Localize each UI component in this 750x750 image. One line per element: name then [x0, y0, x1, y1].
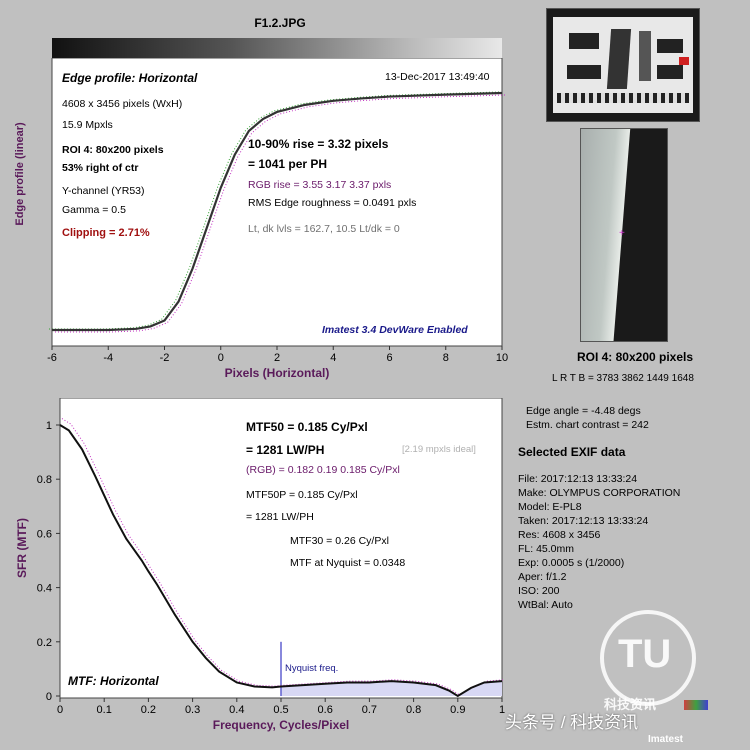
mtf-nyquist-fill — [281, 681, 502, 696]
mtf-nyquist-value: MTF at Nyquist = 0.0348 — [290, 557, 406, 569]
edge-rise-2: = 1041 per PH — [248, 157, 328, 171]
mtf-ticks: 0 0.1 0.2 0.3 0.4 0.5 0.6 0.7 0.8 0.9 1 0 0.2 0.4 0.6 0… — [37, 420, 505, 716]
edge-angle: Edge angle = -4.48 degs — [526, 405, 641, 417]
mtf-xtick-label: 0.4 — [229, 704, 244, 716]
mtf30: MTF30 = 0.26 Cy/Pxl — [290, 535, 389, 547]
edge-xtick-label: 10 — [496, 352, 508, 364]
mtf-ytick-label: 0.8 — [37, 474, 52, 486]
edge-info-1: 4608 x 3456 pixels (WxH) — [62, 98, 183, 110]
mtf50-1: MTF50 = 0.185 Cy/Pxl — [246, 420, 368, 434]
file-title: F1.2.JPG — [254, 16, 306, 30]
roi-crosshair-icon: + — [619, 228, 625, 239]
edge-profile-chart: -6 -4 -2 0 2 4 6 8 10 — [47, 58, 508, 364]
edge-xtick-label: 2 — [274, 352, 280, 364]
edge-roi: ROI 4: 80x200 pixels — [62, 144, 164, 156]
mtf-xtick-label: 0 — [57, 704, 63, 716]
mtf-ytick-label: 1 — [46, 420, 52, 432]
edge-channel: Y-channel (YR53) — [62, 185, 145, 197]
mtf-xtick-label: 0.3 — [185, 704, 200, 716]
mtf-ytick-label: 0.2 — [37, 637, 52, 649]
mtf-chart: 0 0.1 0.2 0.3 0.4 0.5 0.6 0.7 0.8 0.9 1 0 0.2 0.4 0.6 0… — [37, 398, 505, 716]
exif-item-file: File: 2017:12:13 13:33:24 — [518, 473, 638, 485]
mtf-ytick-label: 0.6 — [37, 528, 52, 540]
logo-text: 科技资讯 — [604, 697, 657, 712]
exif-item-exp: Exp: 0.0005 s (1/2000) — [518, 557, 625, 569]
logo-color-bar — [684, 700, 708, 710]
exif-title: Selected EXIF data — [518, 445, 626, 459]
logo-sub: Imatest — [648, 734, 684, 745]
edge-rgb-rise: RGB rise = 3.55 3.17 3.37 pxls — [248, 179, 392, 191]
mtf-xtick-label: 0.8 — [406, 704, 421, 716]
gradient-strip — [52, 38, 502, 58]
mtf-xtick-label: 0.5 — [273, 704, 288, 716]
mtf-ylabel: SFR (MTF) — [15, 518, 29, 578]
edge-xtick-label: 0 — [218, 352, 224, 364]
roi-crop-image: + — [580, 128, 668, 342]
exif-item-wtbal: WtBal: Auto — [518, 599, 573, 611]
edge-levels: Lt, dk lvls = 162.7, 10.5 Lt/dk = 0 — [248, 223, 400, 235]
mtf-xlabel: Frequency, Cycles/Pixel — [212, 718, 350, 732]
mtf-xtick-label: 0.6 — [318, 704, 333, 716]
edge-panel-title: Edge profile: Horizontal — [62, 71, 198, 85]
mtf-line — [59, 424, 503, 698]
edge-xtick-label: 4 — [330, 352, 336, 364]
mtf50p-2: = 1281 LW/PH — [246, 511, 314, 523]
mtf-panel-title: MTF: Horizontal — [68, 674, 159, 688]
exif-item-taken: Taken: 2017:12:13 13:33:24 — [518, 515, 649, 527]
edge-watermark: Imatest 3.4 DevWare Enabled — [322, 324, 468, 336]
exif-list: File: 2017:12:13 13:33:24 Make: OLYMPUS … — [518, 472, 680, 612]
mtf-xtick-label: 0.2 — [141, 704, 156, 716]
test-chart-thumbnail — [546, 8, 700, 122]
mtf-ideal: [2.19 mpxls ideal] — [402, 444, 476, 455]
mtf-ytick-label: 0 — [46, 691, 52, 703]
mtf-xtick-label: 1 — [499, 704, 505, 716]
mtf50p-1: MTF50P = 0.185 Cy/Pxl — [246, 489, 358, 501]
mtf50-2: = 1281 LW/PH — [246, 443, 325, 457]
edge-xlabel: Pixels (Horizontal) — [224, 366, 330, 380]
nyquist-label: Nyquist freq. — [285, 663, 339, 674]
edge-rise-1: 10-90% rise = 3.32 pixels — [248, 137, 389, 151]
exif-item-fl: FL: 45.0mm — [518, 543, 575, 555]
logo-circle-icon: TU — [600, 610, 696, 706]
chart-contrast: Estm. chart contrast = 242 — [526, 419, 649, 431]
edge-info-2: 15.9 Mpxls — [62, 119, 113, 131]
exif-item-make: Make: OLYMPUS CORPORATION — [518, 487, 681, 499]
exif-item-model: Model: E-PL8 — [518, 501, 582, 513]
edge-clipping: Clipping = 2.71% — [62, 227, 150, 239]
edge-xtick-label: -2 — [160, 352, 170, 364]
edge-ticks: -6 -4 -2 0 2 4 6 8 10 — [47, 346, 508, 364]
edge-gamma: Gamma = 0.5 — [62, 204, 126, 216]
edge-xtick-label: -6 — [47, 352, 57, 364]
edge-xtick-label: -4 — [103, 352, 113, 364]
edge-profile-green — [49, 91, 500, 330]
roi-title: ROI 4: 80x200 pixels — [576, 350, 694, 364]
edge-ylabel: Edge profile (linear) — [14, 122, 26, 226]
roi-lrtb: L R T B = 3783 3862 1449 1648 — [552, 373, 694, 384]
mtf-rgb: (RGB) = 0.182 0.19 0.185 Cy/Pxl — [246, 464, 400, 476]
edge-roughness: RMS Edge roughness = 0.0491 pxls — [248, 197, 417, 209]
edge-profile-dots — [55, 94, 506, 333]
edge-timestamp: 13-Dec-2017 13:49:40 — [385, 71, 490, 83]
footer-watermark: 头条号 / 科技资讯 — [505, 713, 639, 732]
mtf-xtick-label: 0.9 — [450, 704, 465, 716]
exif-item-aper: Aper: f/1.2 — [518, 571, 567, 583]
edge-plot-area — [51, 58, 503, 347]
mtf-xtick-label: 0.7 — [362, 704, 377, 716]
mtf-xtick-label: 0.1 — [97, 704, 112, 716]
exif-item-res: Res: 4608 x 3456 — [518, 529, 601, 541]
edge-xtick-label: 8 — [443, 352, 449, 364]
edge-xtick-label: 6 — [386, 352, 392, 364]
mtf-ytick-label: 0.4 — [37, 583, 52, 595]
exif-item-iso: ISO: 200 — [518, 585, 560, 597]
edge-roi-pos: 53% right of ctr — [62, 162, 139, 174]
edge-profile-line — [52, 91, 503, 332]
